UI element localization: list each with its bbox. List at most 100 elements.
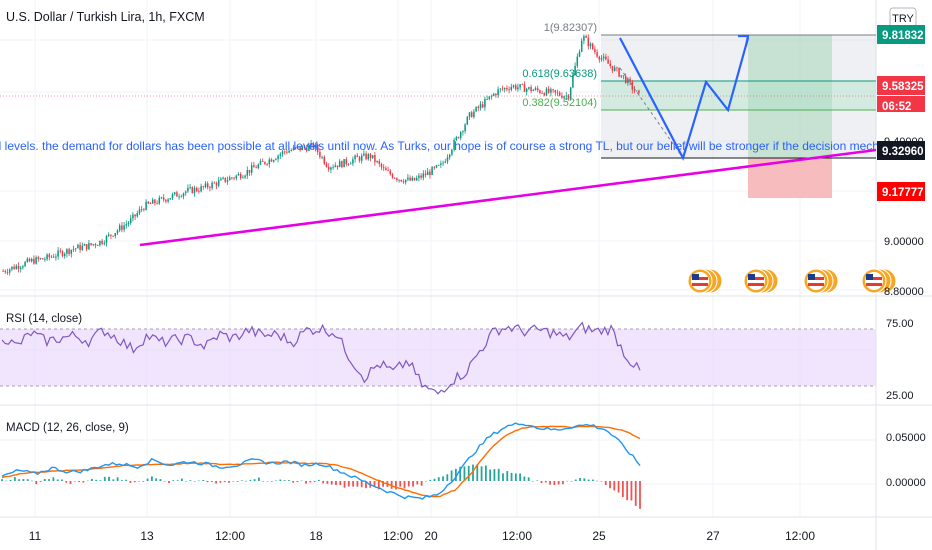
candle-body[interactable] (110, 234, 112, 236)
candle-body[interactable] (66, 249, 68, 254)
candle-body[interactable] (308, 145, 310, 151)
candle-body[interactable] (561, 95, 563, 98)
candle-body[interactable] (103, 243, 106, 244)
candle-body[interactable] (24, 261, 26, 267)
candle-body[interactable] (129, 218, 132, 223)
candle-body[interactable] (52, 256, 55, 258)
candle-body[interactable] (180, 196, 183, 198)
candle-body[interactable] (4, 271, 7, 273)
candle-body[interactable] (154, 199, 156, 204)
candle-body[interactable] (547, 88, 550, 93)
candle-body[interactable] (334, 165, 337, 168)
time-axis[interactable]: 11 13 12:00 18 12:00 20 12:00 25 27 12:00 (29, 529, 816, 543)
candle-body[interactable] (567, 95, 570, 99)
candle-body[interactable] (622, 75, 625, 77)
candle-body[interactable] (147, 201, 150, 204)
candle-body[interactable] (140, 209, 143, 211)
candle-body[interactable] (35, 257, 37, 264)
candle-body[interactable] (398, 179, 400, 181)
price-label-box[interactable] (877, 25, 925, 44)
candle-body[interactable] (499, 88, 502, 90)
candle-body[interactable] (583, 36, 585, 41)
candle-body[interactable] (15, 265, 18, 270)
candle-body[interactable] (473, 111, 475, 118)
candle-body[interactable] (431, 167, 433, 175)
candle-body[interactable] (272, 160, 275, 162)
candle-body[interactable] (365, 153, 367, 160)
candle-body[interactable] (105, 236, 108, 244)
candle-body[interactable] (63, 253, 66, 257)
candle-body[interactable] (501, 88, 504, 90)
candle-body[interactable] (380, 163, 383, 168)
candle-body[interactable] (182, 193, 185, 197)
candle-body[interactable] (281, 151, 284, 155)
candle-body[interactable] (283, 151, 286, 153)
candle-body[interactable] (165, 199, 167, 202)
candle-body[interactable] (352, 159, 354, 164)
candle-body[interactable] (618, 68, 620, 77)
candle-body[interactable] (28, 258, 31, 262)
candle-body[interactable] (145, 201, 147, 210)
candle-body[interactable] (349, 163, 352, 165)
candle-body[interactable] (228, 177, 231, 181)
candle-body[interactable] (279, 154, 282, 156)
candle-body[interactable] (235, 175, 238, 179)
position-profit-zone[interactable] (748, 35, 832, 158)
candle-body[interactable] (633, 89, 636, 92)
candle-body[interactable] (523, 84, 526, 92)
candle-body[interactable] (77, 244, 79, 249)
candle-body[interactable] (90, 243, 92, 245)
candle-body[interactable] (440, 163, 442, 166)
trend-line[interactable] (139, 148, 877, 247)
candle-body[interactable] (382, 167, 385, 169)
candle-body[interactable] (112, 235, 114, 237)
macd-legend[interactable]: MACD (12, 26, close, 9) (6, 422, 129, 434)
candle-body[interactable] (541, 92, 543, 94)
candle-body[interactable] (116, 230, 119, 234)
candle-body[interactable] (459, 132, 462, 139)
candle-body[interactable] (563, 96, 565, 98)
candle-body[interactable] (616, 67, 618, 69)
candle-body[interactable] (613, 67, 616, 71)
candle-body[interactable] (17, 265, 20, 269)
candle-body[interactable] (508, 89, 510, 91)
candle-body[interactable] (264, 161, 266, 164)
candle-body[interactable] (99, 240, 101, 246)
candle-body[interactable] (158, 197, 161, 204)
candle-body[interactable] (464, 124, 466, 132)
candle-body[interactable] (484, 99, 486, 108)
candle-body[interactable] (259, 160, 262, 165)
candle-body[interactable] (257, 164, 260, 169)
candle-body[interactable] (495, 93, 497, 96)
rsi-line[interactable] (1, 321, 641, 395)
candle-body[interactable] (385, 168, 387, 171)
candle-body[interactable] (530, 87, 532, 92)
economic-event-flags[interactable] (687, 268, 897, 294)
candle-body[interactable] (288, 150, 290, 153)
candle-body[interactable] (605, 56, 607, 60)
candle-body[interactable] (638, 90, 640, 93)
candle-body[interactable] (167, 199, 169, 202)
candle-body[interactable] (275, 159, 277, 161)
candle-body[interactable] (506, 87, 508, 90)
candle-body[interactable] (127, 222, 130, 225)
candle-body[interactable] (327, 166, 330, 170)
candle-body[interactable] (517, 87, 519, 90)
candle-body[interactable] (286, 151, 288, 153)
candle-body[interactable] (477, 106, 480, 109)
projection-dashed-line[interactable] (619, 67, 684, 159)
candle-body[interactable] (629, 78, 631, 83)
candle-body[interactable] (55, 256, 57, 258)
candle-body[interactable] (156, 203, 158, 204)
candle-body[interactable] (160, 197, 163, 199)
candle-body[interactable] (347, 164, 350, 165)
candle-body[interactable] (402, 181, 405, 183)
candle-body[interactable] (512, 85, 515, 87)
candle-body[interactable] (374, 155, 376, 163)
candle-body[interactable] (552, 89, 554, 91)
candle-body[interactable] (534, 88, 537, 90)
candle-body[interactable] (356, 155, 359, 158)
candle-body[interactable] (343, 159, 345, 168)
macd-line[interactable] (1, 422, 641, 500)
candle-body[interactable] (22, 266, 24, 268)
